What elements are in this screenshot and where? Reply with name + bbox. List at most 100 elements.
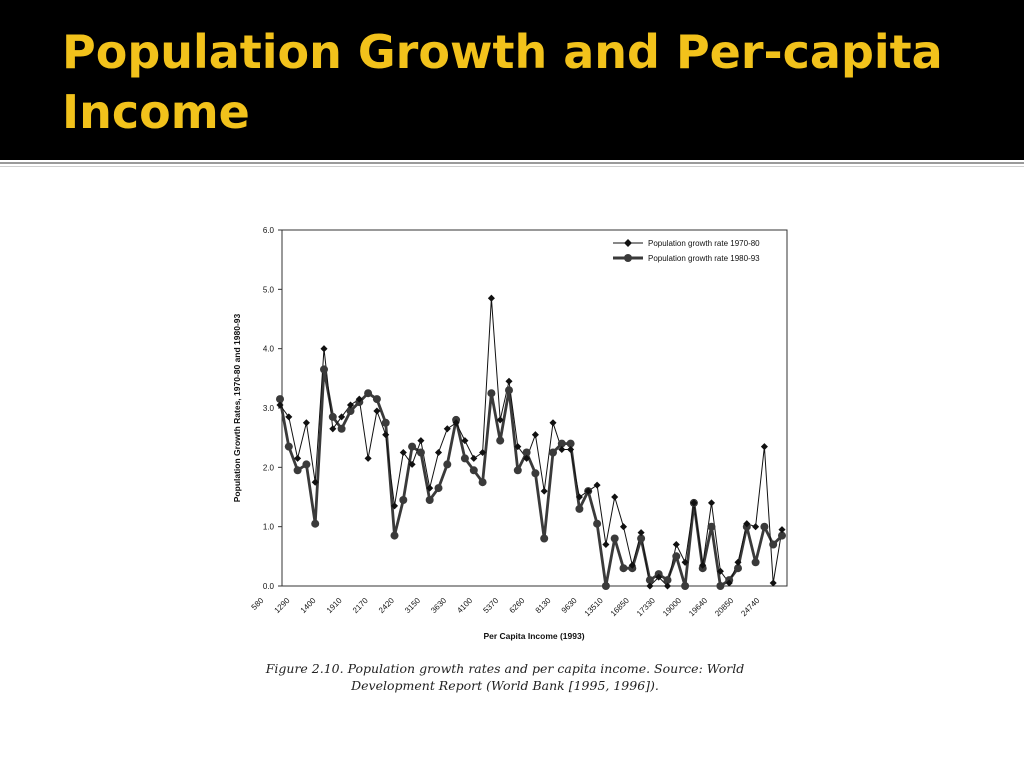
legend-marker-circle: [624, 254, 632, 262]
point-1970-80: [390, 502, 399, 510]
point-1970-80: [778, 526, 786, 534]
point-1980-93: [769, 540, 778, 549]
x-tick-label: 19640: [687, 596, 709, 618]
x-tick-label: 4100: [455, 596, 474, 615]
point-1970-80: [734, 558, 742, 566]
x-tick-label: 19000: [661, 596, 683, 618]
line-chart: 0.0 1.0 2.0 3.0 4.0 5.0 6.0 580 1290 1400 1910 217…: [232, 226, 788, 641]
x-axis-label: Per Capita Income (1993): [483, 631, 584, 641]
point-1970-80: [725, 579, 733, 587]
point-1970-80: [426, 484, 434, 492]
x-tick-label: 580: [250, 596, 266, 612]
legend-label-1980-93: Population growth rate 1980-93: [648, 254, 760, 263]
point-1970-80: [646, 582, 654, 590]
point-1980-93: [337, 424, 346, 433]
y-tick-label: 3.0: [263, 404, 275, 413]
x-tick-label: 24740: [739, 596, 761, 618]
point-1980-93: [778, 531, 786, 540]
point-1980-93: [531, 469, 540, 478]
point-1980-93: [425, 496, 434, 504]
series-line-1970-80: [279, 298, 783, 588]
slide-title: Population Growth and Per-capita Income: [62, 25, 943, 139]
point-1970-80: [593, 481, 601, 489]
x-tick-label: 9630: [560, 596, 579, 615]
point-1970-80: [699, 561, 707, 569]
figure-caption: Figure 2.10. Population growth rates and…: [265, 661, 745, 693]
point-1970-80: [470, 454, 478, 462]
x-tick-label: 13510: [583, 596, 605, 618]
point-1980-93: [311, 519, 320, 528]
x-tick-label: 17330: [635, 596, 657, 618]
point-1970-80: [417, 437, 425, 445]
x-tick-label: 3630: [429, 596, 448, 615]
point-1970-80: [663, 582, 672, 590]
point-1970-80: [487, 294, 495, 302]
point-1970-80: [364, 454, 372, 462]
point-1970-80: [320, 345, 328, 353]
title-divider: [0, 162, 1024, 164]
point-1980-93: [734, 564, 742, 573]
point-1970-80: [540, 487, 548, 495]
point-1970-80: [285, 413, 293, 421]
point-1980-93: [293, 466, 302, 475]
point-1970-80: [373, 407, 381, 415]
point-1970-80: [338, 413, 346, 421]
point-1980-93: [496, 436, 505, 445]
y-tick-label: 4.0: [263, 345, 275, 354]
point-1980-93: [751, 558, 760, 567]
point-1980-93: [645, 576, 654, 585]
point-1970-80: [452, 419, 460, 427]
point-1970-80: [611, 493, 619, 501]
point-1970-80: [329, 425, 337, 433]
y-tick-label: 2.0: [263, 463, 275, 472]
point-1970-80: [346, 401, 355, 409]
y-tick-label: 6.0: [263, 226, 275, 235]
point-1970-80: [769, 579, 777, 587]
point-1980-93: [478, 478, 487, 487]
point-1970-80: [690, 499, 698, 507]
y-tick-label: 5.0: [263, 285, 275, 294]
x-tick-label: 5370: [481, 596, 500, 615]
point-1980-93: [320, 365, 328, 374]
point-1980-93: [364, 389, 373, 398]
point-1970-80: [681, 558, 689, 566]
point-1980-93: [707, 522, 716, 531]
point-1970-80: [602, 540, 610, 549]
series-layer: [276, 294, 786, 590]
y-tick-label: 1.0: [263, 523, 275, 532]
title-divider-thin: [0, 166, 1024, 167]
point-1970-80: [760, 443, 768, 451]
point-1970-80: [743, 520, 751, 528]
point-1980-93: [302, 460, 311, 469]
point-1970-80: [302, 419, 310, 427]
point-1970-80: [355, 395, 363, 403]
point-1970-80: [752, 523, 760, 531]
point-1980-93: [619, 564, 628, 573]
y-axis-label: Population Growth Rates, 1970-80 and 198…: [232, 313, 242, 502]
point-1970-80: [655, 573, 663, 581]
x-tick-label: 1910: [325, 596, 344, 615]
point-1970-80: [294, 454, 302, 462]
point-1980-93: [381, 418, 390, 427]
legend-marker-diamond: [624, 239, 632, 247]
point-1980-93: [416, 448, 425, 457]
x-axis: 580 1290 1400 1910 2170 2420 3150 3630 4100 5370 6…: [250, 596, 762, 618]
point-1980-93: [372, 395, 381, 404]
point-1970-80: [584, 487, 592, 495]
point-1980-93: [566, 439, 575, 448]
point-1970-80: [628, 561, 636, 569]
point-1980-93: [557, 439, 566, 448]
x-tick-label: 20850: [713, 596, 735, 618]
legend-label-1970-80: Population growth rate 1970-80: [648, 239, 760, 248]
point-1970-80: [496, 416, 504, 424]
point-1970-80: [311, 478, 319, 486]
point-1970-80: [408, 460, 416, 468]
title-bar: [0, 0, 1024, 160]
point-1980-93: [672, 552, 681, 561]
point-1980-93: [460, 454, 469, 463]
point-1980-93: [328, 412, 337, 421]
point-1980-93: [575, 504, 584, 513]
point-1970-80: [505, 377, 513, 385]
point-1980-93: [593, 519, 602, 528]
point-1970-80: [443, 425, 451, 433]
